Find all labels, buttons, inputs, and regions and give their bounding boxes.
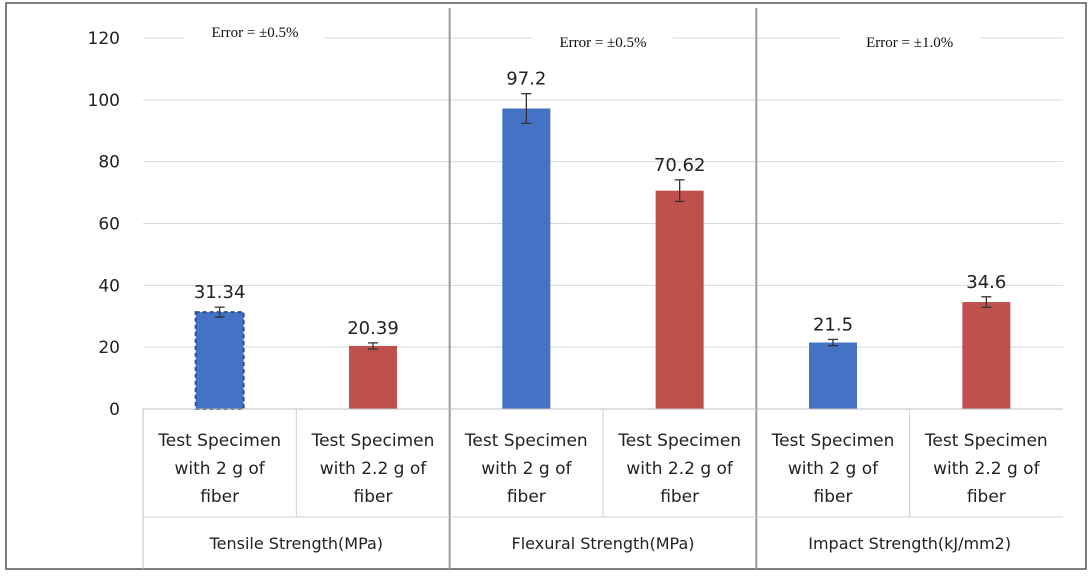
- x-category-label: fiber: [814, 487, 853, 507]
- error-notes: Error = ±0.5% Error = ±0.5% Error = ±1.0%: [185, 23, 980, 53]
- x-category-label: with 2 g of: [481, 459, 572, 479]
- x-category-label: fiber: [354, 487, 393, 507]
- x-category-label: fiber: [507, 487, 546, 507]
- error-note-background: [839, 33, 980, 53]
- data-label: 34.6: [966, 272, 1006, 293]
- x-category-label: Test Specimen: [464, 431, 588, 451]
- data-label: 70.62: [654, 155, 706, 176]
- x-category-label: with 2 g of: [175, 459, 266, 479]
- x-group-label: Flexural Strength(MPa): [512, 534, 695, 553]
- data-label: 31.34: [194, 282, 246, 303]
- bar: [194, 311, 245, 411]
- data-label: 97.2: [506, 69, 546, 90]
- data-label: 21.5: [813, 314, 853, 335]
- x-category-label: Test Specimen: [924, 431, 1048, 451]
- y-tick-label: 20: [98, 338, 120, 358]
- y-tick-label: 100: [88, 91, 120, 111]
- error-note-background: [185, 23, 325, 43]
- x-category-label: fiber: [967, 487, 1006, 507]
- bar: [349, 345, 397, 409]
- x-category-label: Test Specimen: [617, 431, 741, 451]
- bar: [809, 342, 857, 409]
- error-note: Error = ±0.5%: [559, 35, 646, 51]
- y-tick-label: 40: [98, 276, 120, 296]
- x-axis: Test Specimen with 2 g of fiber Test Specim…: [143, 408, 1063, 553]
- error-note-background: [533, 33, 673, 53]
- x-category-label: with 2 g of: [788, 459, 879, 479]
- bar: [962, 302, 1011, 409]
- y-axis: 0 20 40 60 80 100 120: [88, 29, 120, 420]
- x-category-label: fiber: [660, 487, 699, 507]
- x-group-label: Tensile Strength(MPa): [209, 534, 383, 553]
- error-note: Error = ±1.0%: [866, 35, 953, 51]
- error-note: Error = ±0.5%: [211, 25, 298, 41]
- x-category-label: fiber: [200, 487, 239, 507]
- y-tick-label: 60: [98, 215, 120, 235]
- bar: [502, 108, 551, 410]
- x-category-label: Test Specimen: [311, 431, 435, 451]
- x-category-label: Test Specimen: [771, 431, 895, 451]
- y-tick-label: 120: [88, 29, 120, 49]
- y-tick-label: 80: [98, 153, 120, 173]
- x-category-label: with 2.2 g of: [933, 459, 1041, 479]
- y-tick-label: 0: [109, 400, 120, 420]
- data-label: 20.39: [347, 318, 399, 339]
- x-group-label: Impact Strength(kJ/mm2): [808, 534, 1011, 553]
- x-category-label: with 2.2 g of: [626, 459, 734, 479]
- group-separators: [142, 8, 1063, 569]
- bars: 31.34 20.39 97.2 70.62 21.5 34.6: [194, 69, 1011, 411]
- bar: [655, 190, 704, 409]
- x-category-label: with 2.2 g of: [320, 459, 428, 479]
- x-category-label: Test Specimen: [157, 431, 281, 451]
